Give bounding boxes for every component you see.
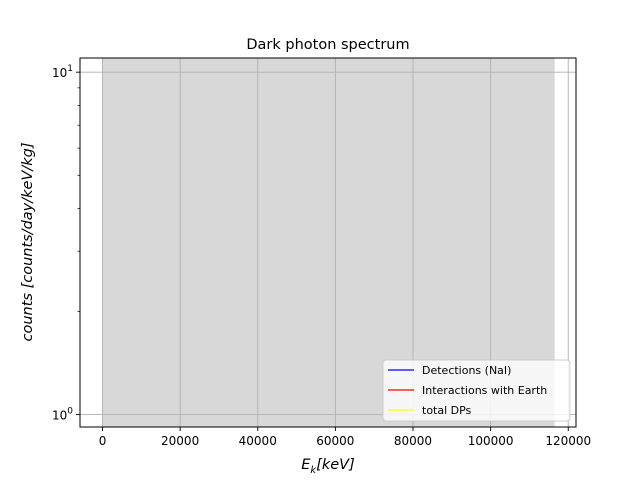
x-axis-label-subscript: k: [310, 465, 317, 476]
x-tick-label: 80000: [394, 434, 432, 448]
legend-entry: Interactions with Earth: [388, 384, 547, 397]
y-tick-label: 101: [52, 64, 73, 80]
plot-frame: [79, 57, 577, 428]
legend: Detections (NaI) Interactions with Earth t…: [382, 359, 571, 422]
x-tick-label: 40000: [239, 434, 277, 448]
x-ticks: 0 20000 40000 60000 80000 100000 120000: [99, 427, 591, 448]
y-tick-label: 100: [52, 407, 73, 423]
x-tick-label: 120000: [545, 434, 591, 448]
x-tick-label: 100000: [468, 434, 514, 448]
legend-entry: total DPs: [388, 404, 472, 417]
legend-entry: Detections (NaI): [388, 364, 511, 377]
x-tick-label: 20000: [161, 434, 199, 448]
y-axis-label: counts [counts/day/keV/kg]: [20, 142, 36, 341]
x-tick-label: 60000: [316, 434, 354, 448]
y-ticks: 100 101: [52, 64, 80, 423]
chart-title: Dark photon spectrum: [246, 37, 409, 53]
legend-label: total DPs: [422, 404, 472, 417]
x-tick-label: 0: [99, 434, 107, 448]
legend-label: Detections (NaI): [422, 364, 511, 377]
x-axis-label-units: [keV]: [316, 457, 355, 473]
x-axis-label-main: E: [301, 457, 311, 473]
legend-label: Interactions with Earth: [422, 384, 547, 397]
x-axis-label: Ek[keV]: [301, 457, 355, 476]
legend-box: [382, 359, 571, 422]
